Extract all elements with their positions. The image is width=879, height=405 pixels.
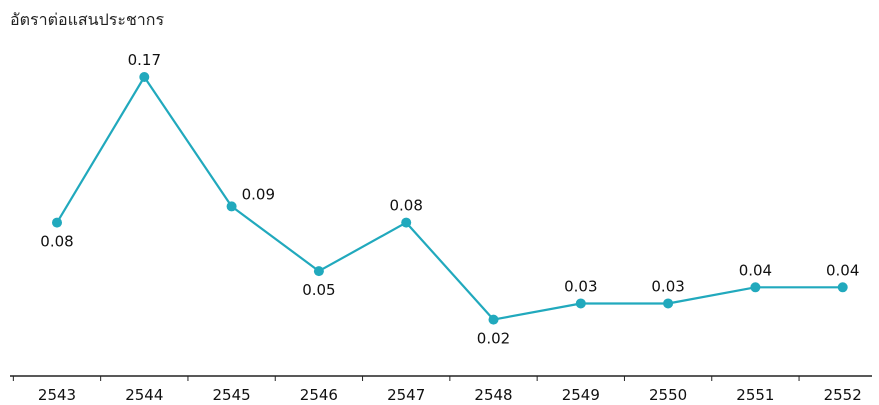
x-tick-label-2547: 2547 (387, 386, 425, 404)
data-point-2552 (837, 282, 848, 293)
x-tick-label-2551: 2551 (736, 386, 774, 404)
data-label-2544: 0.17 (128, 51, 161, 69)
series-line (56, 75, 843, 321)
y-axis-label: อัตราต่อแสนประชากร (10, 10, 165, 29)
x-tick-label-2544: 2544 (125, 386, 163, 404)
data-point-2551 (750, 282, 761, 293)
x-tick-label-2548: 2548 (474, 386, 512, 404)
data-label-2551: 0.04 (739, 261, 772, 279)
data-point-2545 (226, 201, 237, 212)
data-label-2545: 0.09 (242, 185, 275, 203)
x-tick-label-2546: 2546 (300, 386, 338, 404)
data-point-2550 (663, 298, 674, 309)
data-label-2543: 0.08 (40, 233, 73, 251)
data-label-2552: 0.04 (826, 261, 859, 279)
data-labels: 0.08 0.17 0.09 0.05 0.08 0.02 0.03 0.03 0.04 0.04 (40, 51, 859, 348)
x-tick-labels: 2543 2544 2545 2546 2547 2548 2549 2550 2551 2552 (38, 386, 862, 404)
data-label-2550: 0.03 (651, 277, 684, 295)
x-axis (10, 375, 872, 381)
data-point-2546 (313, 266, 324, 277)
data-label-2548: 0.02 (477, 330, 510, 348)
series (52, 72, 848, 325)
data-label-2546: 0.05 (302, 281, 335, 299)
data-label-2547: 0.08 (389, 197, 422, 215)
x-tick-label-2552: 2552 (824, 386, 862, 404)
data-label-2549: 0.03 (564, 277, 597, 295)
data-point-2548 (488, 314, 499, 325)
data-point-2544 (139, 72, 150, 82)
x-tick-label-2549: 2549 (562, 386, 600, 404)
x-tick-label-2543: 2543 (38, 386, 76, 404)
x-tick-label-2550: 2550 (649, 386, 687, 404)
data-point-2543 (52, 217, 62, 228)
x-tick-label-2545: 2545 (213, 386, 251, 404)
data-point-2549 (575, 298, 586, 309)
data-point-2547 (401, 217, 412, 228)
